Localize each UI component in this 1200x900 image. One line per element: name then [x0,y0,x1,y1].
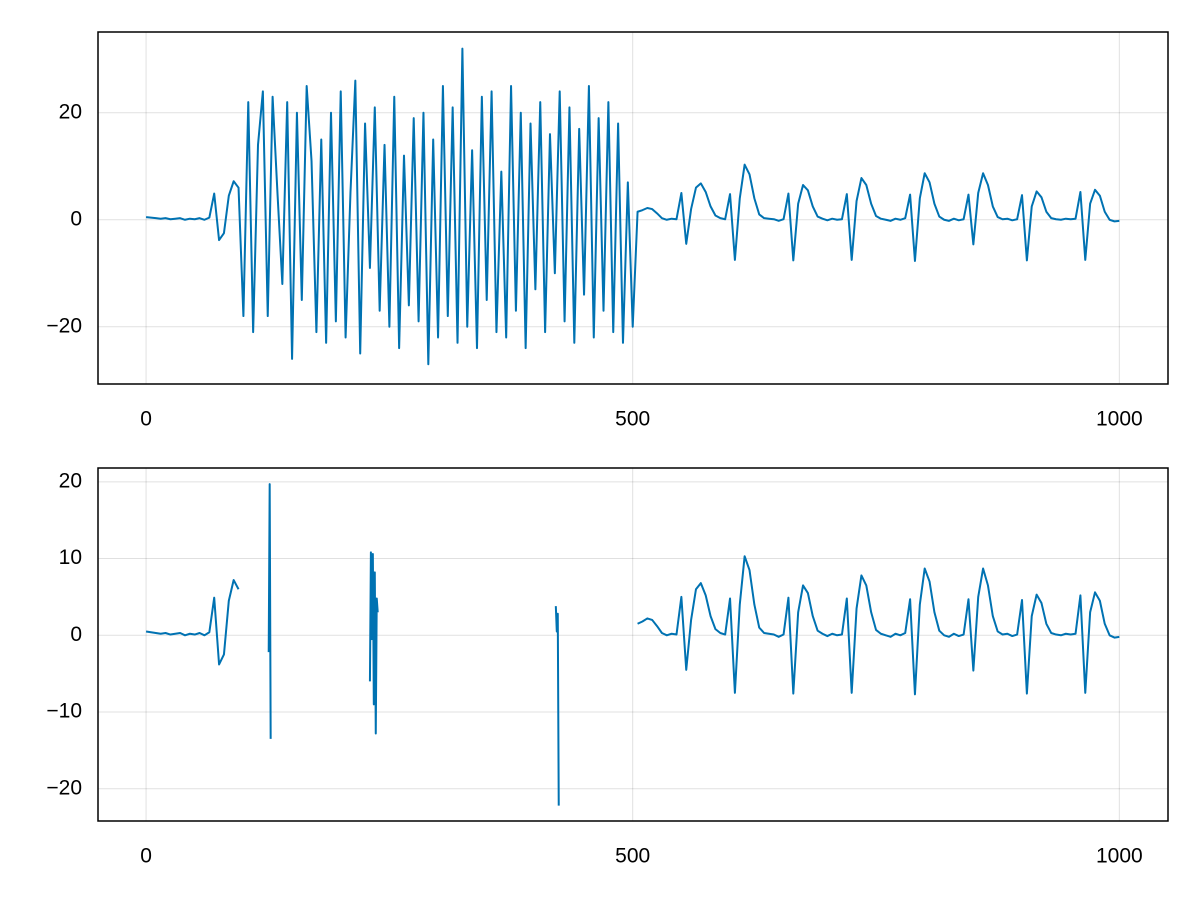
x-tick-label: 1000 [1096,408,1143,431]
signal-line [145,47,1120,366]
y-tick-label: −20 [46,314,82,337]
plot-frame [97,31,1169,385]
x-tick-label: 500 [615,408,650,431]
x-tick-label: 1000 [1096,845,1143,868]
y-tick-label: 20 [59,100,82,123]
x-tick-label: 0 [140,845,152,868]
y-tick-label: 0 [70,207,82,230]
y-tick-label: 10 [59,546,82,569]
x-tick-label: 0 [140,408,152,431]
y-tick-label: −10 [46,700,82,723]
x-tick-label: 500 [615,845,650,868]
y-tick-label: 0 [70,623,82,646]
signal-line [145,483,1120,806]
y-tick-label: 20 [59,469,82,492]
y-tick-label: −20 [46,776,82,799]
plot-frame [97,467,1169,822]
